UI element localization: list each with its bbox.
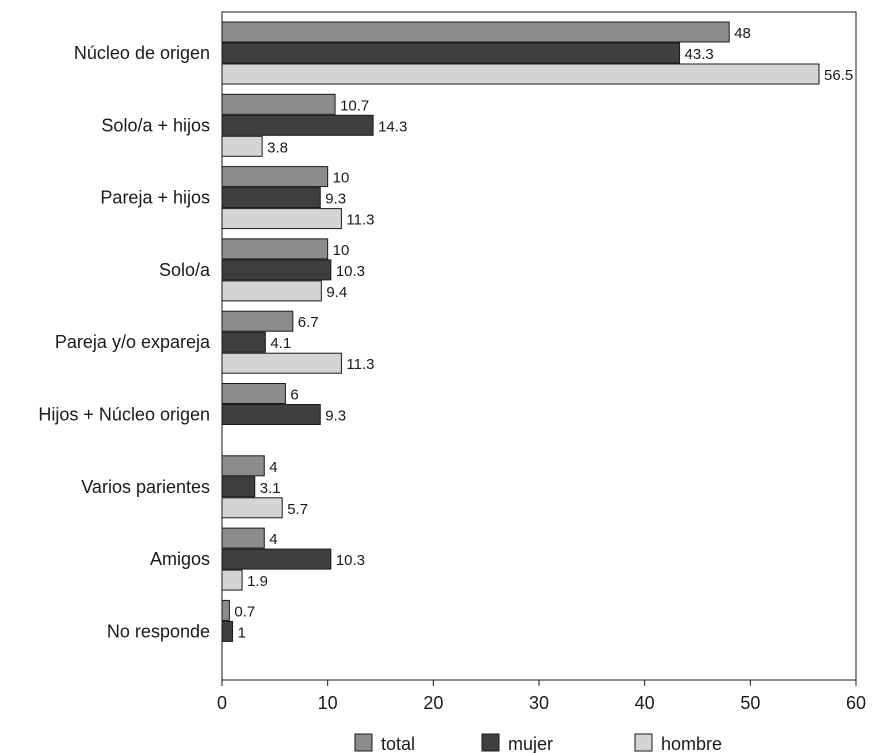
x-tick-label: 10 bbox=[318, 693, 338, 713]
bar-hombre bbox=[221, 280, 322, 302]
bar-total bbox=[221, 455, 265, 477]
value-label-mujer: 14.3 bbox=[378, 118, 407, 135]
legend-swatch-total bbox=[354, 733, 373, 752]
value-label-mujer: 1 bbox=[238, 624, 246, 641]
bar-mujer bbox=[221, 114, 374, 136]
value-label-total: 10 bbox=[333, 170, 350, 187]
value-label-mujer: 10.3 bbox=[336, 552, 365, 569]
bar-total bbox=[221, 21, 730, 43]
bar-mujer bbox=[221, 476, 256, 498]
value-labels: 4843.356.510.714.33.8109.311.31010.39.46… bbox=[234, 25, 853, 641]
x-tick-label: 40 bbox=[635, 693, 655, 713]
bar-hombre bbox=[221, 497, 283, 519]
legend-label-total: total bbox=[381, 734, 415, 753]
bar-total bbox=[221, 599, 230, 621]
bar-mujer bbox=[221, 331, 266, 353]
value-label-total: 10 bbox=[333, 242, 350, 259]
legend-label-mujer: mujer bbox=[508, 734, 553, 753]
value-label-mujer: 3.1 bbox=[260, 480, 281, 497]
x-tick-label: 0 bbox=[217, 693, 227, 713]
bar-hombre bbox=[221, 569, 243, 591]
x-tick-label: 20 bbox=[423, 693, 443, 713]
legend: total mujer hombre bbox=[354, 733, 722, 753]
value-label-mujer: 4.1 bbox=[270, 335, 291, 352]
value-label-total: 48 bbox=[734, 25, 751, 42]
bar-total bbox=[221, 383, 286, 404]
value-label-hombre: 5.7 bbox=[287, 501, 308, 518]
category-label: Pareja + hijos bbox=[100, 188, 210, 208]
bar-hombre bbox=[221, 208, 342, 230]
bar-mujer bbox=[221, 620, 234, 642]
value-label-hombre: 1.9 bbox=[247, 573, 268, 590]
category-label: Hijos + Núcleo origen bbox=[38, 405, 210, 425]
value-label-total: 4 bbox=[269, 531, 277, 548]
bar-total bbox=[221, 310, 294, 332]
category-label: Núcleo de origen bbox=[74, 43, 210, 63]
value-label-total: 6.7 bbox=[298, 314, 319, 331]
value-label-hombre: 56.5 bbox=[824, 67, 853, 84]
bar-total bbox=[221, 93, 336, 115]
value-label-hombre: 9.4 bbox=[326, 284, 347, 301]
value-label-hombre: 11.3 bbox=[346, 356, 374, 373]
category-label: Solo/a bbox=[159, 260, 211, 280]
bar-mujer bbox=[221, 42, 681, 64]
value-label-mujer: 43.3 bbox=[685, 46, 714, 63]
value-label-hombre: 11.3 bbox=[346, 212, 374, 229]
bar-mujer bbox=[221, 259, 332, 281]
category-label: Solo/a + hijos bbox=[101, 115, 210, 135]
category-label: No responde bbox=[107, 621, 210, 641]
value-label-total: 6 bbox=[290, 387, 298, 404]
bar-total bbox=[221, 166, 329, 188]
x-tick-label: 30 bbox=[529, 693, 549, 713]
bar-hombre bbox=[221, 135, 263, 157]
bar-mujer bbox=[221, 548, 332, 570]
bar-hombre bbox=[221, 63, 820, 85]
x-tick-label: 60 bbox=[846, 693, 866, 713]
value-label-mujer: 10.3 bbox=[336, 263, 365, 280]
x-axis: 0 10 20 30 40 50 60 bbox=[217, 680, 866, 713]
bar-mujer bbox=[221, 187, 321, 209]
value-label-hombre: 3.8 bbox=[267, 139, 288, 156]
category-label: Amigos bbox=[150, 549, 210, 569]
bar-total bbox=[221, 527, 265, 549]
value-label-total: 0.7 bbox=[234, 603, 255, 620]
bar-hombre bbox=[221, 352, 342, 374]
legend-swatch-hombre bbox=[634, 733, 653, 752]
value-label-mujer: 9.3 bbox=[325, 191, 346, 208]
category-labels: Núcleo de origen Solo/a + hijos Pareja + h… bbox=[38, 43, 211, 641]
value-label-total: 10.7 bbox=[340, 97, 369, 114]
legend-swatch-mujer bbox=[481, 733, 500, 752]
bar-total bbox=[221, 238, 329, 260]
value-label-mujer: 9.3 bbox=[325, 408, 346, 425]
x-tick-label: 50 bbox=[740, 693, 760, 713]
category-label: Pareja y/o expareja bbox=[55, 332, 211, 352]
bars bbox=[221, 21, 820, 642]
category-label: Varios parientes bbox=[81, 477, 210, 497]
value-label-total: 4 bbox=[269, 459, 277, 476]
legend-label-hombre: hombre bbox=[661, 734, 722, 753]
bar-mujer bbox=[221, 404, 321, 425]
